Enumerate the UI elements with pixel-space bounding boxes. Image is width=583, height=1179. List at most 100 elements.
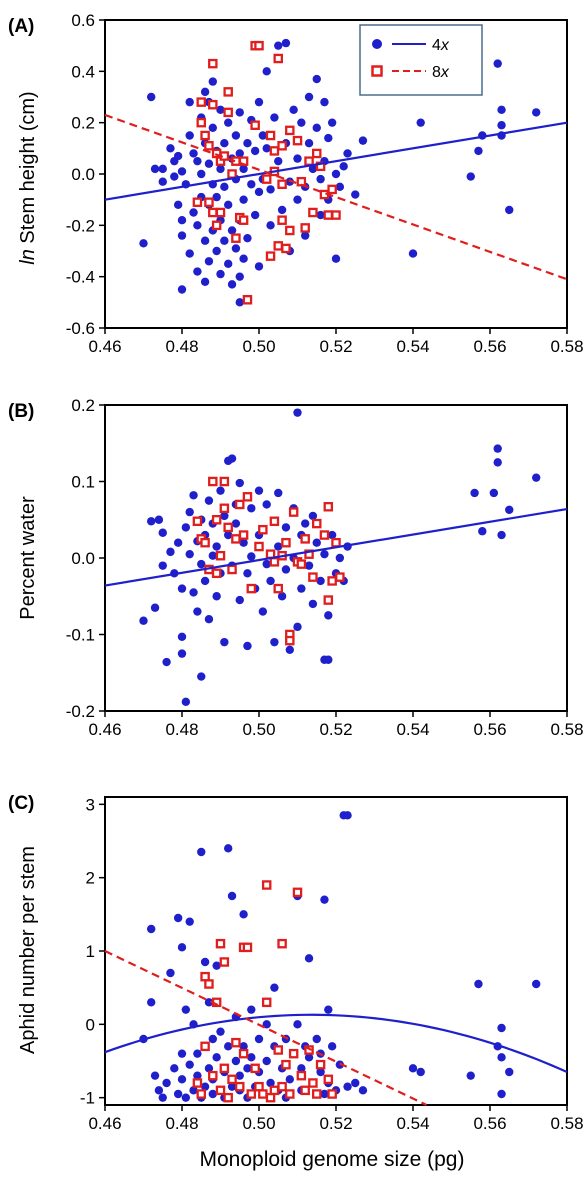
data-point-8x bbox=[204, 197, 214, 207]
data-point-4x bbox=[281, 565, 291, 574]
data-point-4x bbox=[235, 272, 244, 281]
data-point-4x bbox=[266, 1078, 275, 1088]
data-point-4x bbox=[304, 1053, 314, 1062]
data-point-4x bbox=[189, 491, 198, 500]
data-point-4x bbox=[212, 192, 221, 202]
data-point-8x bbox=[327, 576, 337, 586]
data-point-4x bbox=[254, 486, 264, 495]
data-point-8x bbox=[304, 549, 314, 559]
data-point-4x bbox=[216, 486, 225, 495]
data-point-8x bbox=[204, 141, 214, 151]
data-point-4x bbox=[489, 488, 499, 498]
data-point-8x bbox=[288, 1048, 299, 1059]
data-point-4x bbox=[254, 262, 264, 271]
data-point-4x bbox=[497, 1053, 506, 1062]
data-point-4x bbox=[193, 267, 202, 276]
data-point-4x bbox=[177, 1049, 187, 1058]
data-point-4x bbox=[308, 511, 318, 521]
data-point-8x bbox=[269, 557, 280, 567]
data-point-8x bbox=[208, 58, 218, 69]
data-point-4x bbox=[193, 607, 202, 616]
data-point-4x bbox=[204, 159, 214, 168]
y-tick-label: -1 bbox=[80, 1089, 95, 1108]
data-point-4x bbox=[189, 588, 198, 597]
data-point-8x bbox=[281, 537, 291, 548]
data-point-4x bbox=[185, 549, 194, 559]
data-point-4x bbox=[243, 641, 252, 651]
data-point-4x bbox=[204, 496, 214, 505]
data-point-4x bbox=[212, 592, 221, 601]
data-point-4x bbox=[285, 645, 294, 654]
data-point-4x bbox=[281, 38, 291, 48]
x-axis-label: Monoploid genome size (pg) bbox=[200, 1148, 465, 1171]
data-point-4x bbox=[166, 547, 175, 557]
data-point-4x bbox=[335, 182, 345, 192]
data-point-8x bbox=[261, 880, 272, 890]
y-axis-label-c: Aphid number per stem bbox=[17, 846, 39, 1054]
data-point-4x bbox=[301, 519, 310, 528]
data-point-8x bbox=[227, 564, 237, 575]
data-point-4x bbox=[200, 236, 210, 245]
data-point-8x bbox=[223, 522, 233, 533]
data-point-4x bbox=[235, 1071, 244, 1080]
data-point-4x bbox=[262, 144, 271, 153]
data-point-4x bbox=[343, 1082, 352, 1091]
data-point-4x bbox=[139, 616, 148, 625]
data-point-4x bbox=[208, 123, 217, 132]
y-tick-label: -0.4 bbox=[66, 268, 95, 287]
data-point-8x bbox=[254, 40, 264, 51]
data-point-8x bbox=[200, 537, 210, 548]
data-point-4x bbox=[224, 200, 233, 209]
data-point-4x bbox=[250, 210, 260, 220]
data-point-8x bbox=[292, 887, 303, 898]
data-point-8x bbox=[200, 1041, 210, 1052]
x-tick-label: 0.58 bbox=[550, 1114, 583, 1133]
data-point-4x bbox=[320, 895, 329, 904]
fit-line-8x bbox=[104, 113, 568, 281]
data-point-4x bbox=[216, 1027, 225, 1036]
data-point-4x bbox=[231, 1056, 241, 1066]
data-point-4x bbox=[270, 983, 279, 992]
y-tick-label: 0.6 bbox=[71, 11, 95, 30]
legend-box bbox=[359, 24, 483, 96]
data-point-4x bbox=[247, 1005, 256, 1014]
data-point-4x bbox=[505, 205, 514, 215]
data-point-4x bbox=[193, 1049, 202, 1058]
fit-line-4x bbox=[104, 121, 568, 201]
data-point-4x bbox=[185, 97, 194, 107]
data-point-8x bbox=[273, 53, 283, 64]
data-point-4x bbox=[532, 979, 541, 989]
data-point-4x bbox=[293, 1020, 302, 1029]
fit-line-8x bbox=[104, 950, 427, 1106]
x-tick-label: 0.54 bbox=[396, 720, 429, 739]
data-point-4x bbox=[470, 488, 479, 498]
data-point-4x bbox=[158, 528, 167, 537]
data-point-8x bbox=[277, 1081, 287, 1092]
data-point-4x bbox=[301, 231, 310, 240]
data-point-8x bbox=[204, 979, 214, 989]
data-point-4x bbox=[351, 190, 360, 199]
data-point-4x bbox=[177, 231, 187, 240]
data-point-4x bbox=[474, 146, 483, 156]
legend-4x-marker bbox=[372, 39, 382, 49]
data-point-4x bbox=[204, 998, 214, 1007]
data-point-4x bbox=[197, 847, 206, 857]
data-point-8x bbox=[211, 220, 222, 231]
data-point-8x bbox=[246, 583, 257, 594]
data-point-4x bbox=[162, 1078, 171, 1088]
legend-4x-label: 4x bbox=[432, 37, 450, 54]
data-point-4x bbox=[227, 226, 237, 235]
data-point-4x bbox=[320, 1089, 329, 1099]
data-point-4x bbox=[254, 187, 264, 197]
data-point-8x bbox=[285, 635, 295, 646]
data-point-8x bbox=[215, 1085, 226, 1096]
data-point-4x bbox=[224, 530, 233, 540]
x-tick-label: 0.48 bbox=[165, 337, 198, 356]
data-point-4x bbox=[316, 174, 325, 184]
data-point-8x bbox=[296, 559, 307, 569]
y-tick-label: 0.4 bbox=[71, 62, 95, 81]
data-point-8x bbox=[327, 184, 337, 195]
data-point-4x bbox=[177, 943, 187, 952]
data-point-4x bbox=[177, 216, 187, 225]
data-point-8x bbox=[227, 1074, 237, 1085]
